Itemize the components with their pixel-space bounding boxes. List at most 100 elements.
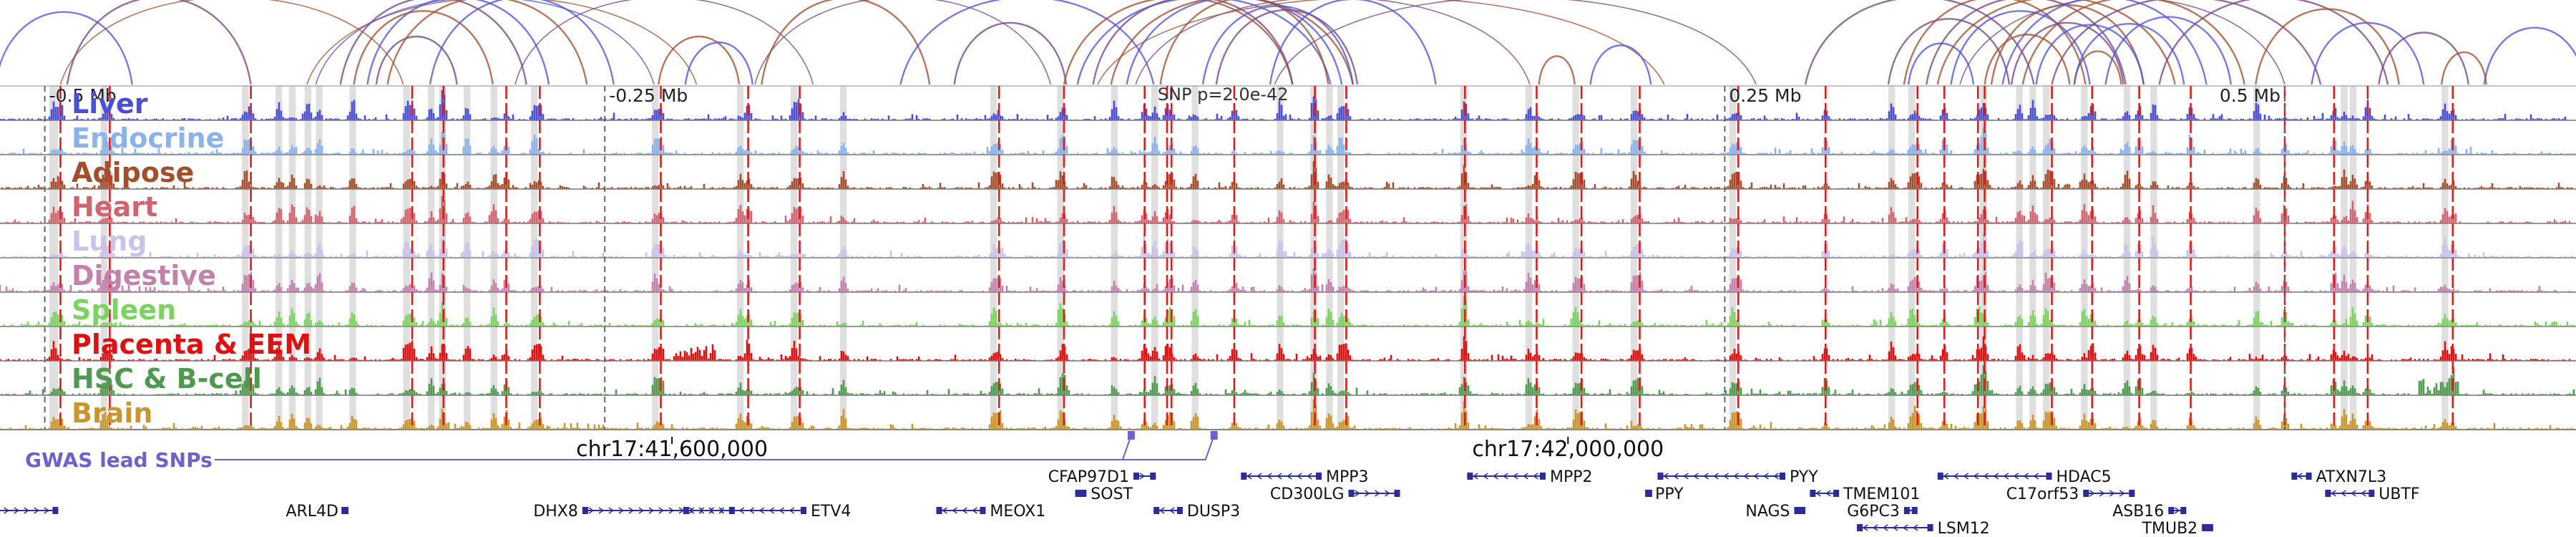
strand-chevron: [2297, 473, 2303, 480]
strand-chevron: [1307, 473, 1312, 480]
strand-chevron: [1973, 473, 1979, 480]
gene-exon: [1937, 473, 1943, 480]
strand-chevron: [2013, 473, 2019, 480]
gene-label: MEOX1: [990, 503, 1045, 521]
track-label-8: HSC & B-cell: [72, 363, 262, 395]
gene-label: ARL4D: [286, 503, 338, 521]
strand-chevron: [1139, 473, 1146, 480]
loop-arc: [1092, 0, 1294, 85]
gene-exon: [1176, 507, 1183, 514]
gene-exon: [1241, 473, 1247, 480]
loop-arc: [1126, 0, 1343, 85]
loop-arc: [2104, 16, 2233, 85]
loop-arc: [2378, 32, 2469, 85]
gene-label: PYY: [1790, 468, 1818, 486]
strand-chevron: [1733, 473, 1739, 480]
gene-g6pc3: G6PC3: [1847, 503, 1918, 521]
gene-dusp3: DUSP3: [1153, 503, 1240, 521]
gwas-snp: [1127, 431, 1135, 440]
gene-exon: [1075, 490, 1081, 497]
strand-chevron: [1297, 473, 1302, 480]
loop-arc: [514, 0, 814, 85]
strand-chevron: [2331, 490, 2336, 497]
track-8: [0, 360, 2576, 396]
strand-chevron: [1763, 473, 1769, 480]
gene-exon: [1133, 473, 1139, 480]
gwas-track: GWAS lead SNPs chr17:41,600,000 chr17:42,0…: [25, 431, 1664, 472]
track-signal: [0, 336, 2575, 361]
gene-nags: NAGS: [1745, 503, 1806, 521]
track-5: [0, 257, 2576, 293]
gene-exon: [1153, 507, 1160, 514]
track-9: [0, 395, 2576, 430]
loop-arc: [1076, 0, 1332, 85]
gene-arl4d: ARL4D: [286, 503, 348, 521]
loop-arc: [1589, 44, 1652, 85]
loop-arc: [1538, 55, 1576, 85]
center-snp-label: SNP p=2.0e-42: [1158, 84, 1289, 105]
gene-exon: [2046, 473, 2052, 480]
strand-chevron: [1993, 473, 1999, 480]
strand-chevron: [1267, 473, 1272, 480]
strand-chevron: [1257, 473, 1262, 480]
track-labels: LiverEndocrineAdiposeHeartLungDigestiveS…: [72, 88, 311, 429]
strand-chevron: [1483, 473, 1488, 480]
track-label-9: Brain: [72, 397, 152, 429]
strand-chevron: [1385, 490, 1390, 497]
strand-chevron: [1902, 524, 1908, 531]
gene-c17orf53: C17orf53: [2006, 485, 2135, 503]
loop-arcs: [0, 0, 2576, 85]
track-4: [0, 223, 2576, 258]
track-label-5: Digestive: [72, 260, 216, 291]
gene-exon: [2325, 490, 2331, 497]
loop-arc: [0, 11, 133, 85]
relative-tick-label: -0.25 Mb: [609, 85, 688, 106]
gwas-connector: [215, 435, 1215, 460]
gene-exon: [1800, 507, 1806, 514]
gene-pyy: PYY: [1657, 468, 1818, 486]
loop-arc: [658, 36, 741, 85]
strand-chevron: [2174, 507, 2180, 514]
loop-arc: [306, 0, 698, 85]
gene-exon: [2207, 524, 2213, 531]
gene-exon: [1780, 473, 1785, 480]
track-label-6: Spleen: [72, 294, 176, 326]
loop-arc: [66, 0, 252, 85]
strand-chevron: [2023, 473, 2029, 480]
gene-exon: [1150, 473, 1156, 480]
gene-exon: [2306, 473, 2312, 480]
gene-sost: SOST: [1075, 485, 1133, 503]
loop-arc: [315, 0, 655, 85]
gene-label: UBTF: [2379, 485, 2419, 503]
gene-cfap97d1: CFAP97D1: [1048, 468, 1156, 486]
strand-chevron: [1773, 473, 1779, 480]
strand-chevron: [2089, 490, 2095, 497]
gene-exon: [1794, 507, 1800, 514]
gwas-snp: [1210, 431, 1218, 440]
strand-chevron: [738, 507, 745, 514]
loop-arc: [899, 0, 1155, 85]
loop-arc: [953, 21, 1068, 85]
gene-atxn7l3: ATXN7L3: [2291, 468, 2386, 486]
strand-chevron: [1963, 473, 1969, 480]
loop-arc: [1274, 0, 1757, 85]
strand-chevron: [1663, 473, 1669, 480]
loop-arc: [386, 0, 588, 85]
strand-chevron: [972, 507, 977, 514]
gene-ppy: PPY: [1645, 485, 1684, 503]
gene-exon: [1540, 473, 1546, 480]
track-signal: [1, 160, 2573, 189]
strand-chevron: [942, 507, 947, 514]
gene-label: ETV4: [811, 503, 851, 521]
gene-exon: [1911, 507, 1918, 514]
gene-exon: [1857, 524, 1863, 531]
relative-axis: -0.5 Mb -0.25 Mb 0.25 Mb 0.5 Mb SNP p=2.0e-4…: [44, 84, 2285, 430]
strand-chevron: [2109, 490, 2115, 497]
relative-tick-label: -0.5 Mb: [49, 85, 117, 106]
loop-arc: [1269, 0, 1437, 85]
gene-exon: [2180, 507, 2187, 514]
gene-label: MPP3: [1326, 468, 1369, 486]
gene-cd300lg: CD300LG: [1270, 485, 1400, 503]
gene-dhx8: DHX8: [533, 503, 735, 521]
strand-chevron: [1815, 490, 1821, 497]
